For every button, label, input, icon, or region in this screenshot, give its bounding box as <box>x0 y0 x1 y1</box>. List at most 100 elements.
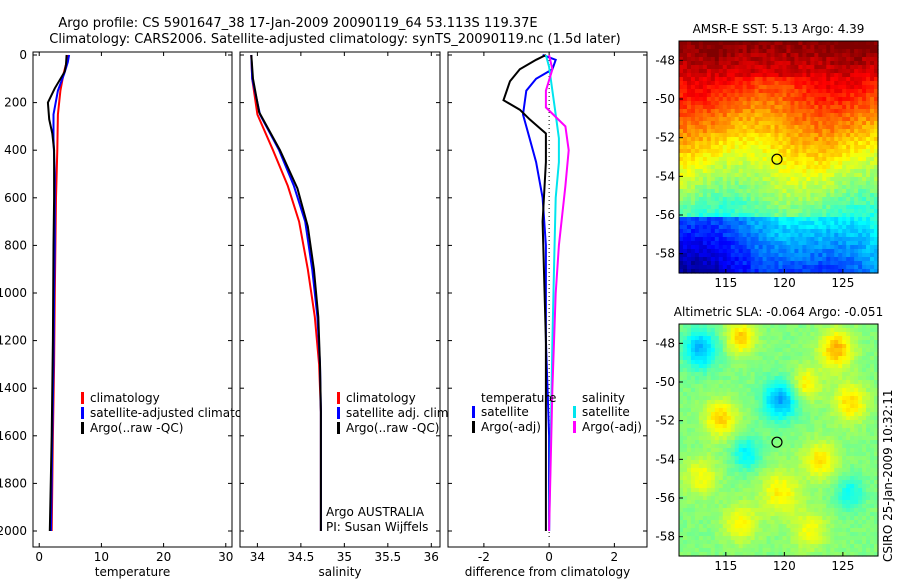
map-cell <box>822 420 827 425</box>
map-cell <box>738 452 744 457</box>
map-cell <box>866 245 871 250</box>
map-cell <box>818 169 823 174</box>
map-cell <box>718 344 724 349</box>
map-cell <box>714 388 720 393</box>
map-cell <box>694 472 700 477</box>
map-cell <box>682 400 688 405</box>
map-cell <box>786 364 792 369</box>
map-cell <box>758 328 764 333</box>
map-cell <box>838 452 843 457</box>
map-cell <box>762 61 768 66</box>
map-cell <box>758 205 764 210</box>
map-cell <box>730 221 736 226</box>
map-cell <box>842 328 847 333</box>
map-cell <box>778 348 784 353</box>
map-cell <box>706 229 712 234</box>
y-tick-label: -48 <box>655 53 675 67</box>
map-cell <box>730 97 736 102</box>
map-cell <box>750 145 756 150</box>
map-cell <box>679 440 684 445</box>
map-cell <box>774 89 780 94</box>
map-cell <box>722 229 728 234</box>
map-cell <box>850 388 855 393</box>
map-cell <box>738 201 744 206</box>
map-cell <box>870 448 875 453</box>
map-cell <box>874 217 879 222</box>
map-cell <box>850 41 855 46</box>
map-cell <box>814 456 819 461</box>
map-cell <box>862 468 867 473</box>
map-cell <box>682 213 688 218</box>
map-cell <box>850 364 855 369</box>
map-cell <box>826 141 831 146</box>
map-cell <box>766 241 772 246</box>
map-cell <box>686 412 692 417</box>
map-cell <box>830 185 835 190</box>
map-cell <box>782 241 788 246</box>
map-cell <box>794 396 799 401</box>
map-cell <box>846 356 851 361</box>
map-cell <box>870 113 875 118</box>
map-cell <box>718 153 724 158</box>
map-cell <box>858 105 863 110</box>
map-cell <box>850 161 855 166</box>
map-cell <box>786 225 792 230</box>
map-cell <box>850 173 855 178</box>
map-cell <box>714 241 720 246</box>
map-cell <box>758 173 764 178</box>
map-cell <box>762 169 768 174</box>
map-cell <box>706 209 712 214</box>
map-cell <box>834 169 839 174</box>
map-cell <box>822 444 827 449</box>
map-cell <box>870 424 875 429</box>
map-cell <box>750 73 756 78</box>
map-cell <box>710 352 716 357</box>
map-cell <box>714 332 720 337</box>
map-cell <box>858 380 863 385</box>
map-cell <box>690 253 696 258</box>
map-cell <box>782 193 788 198</box>
map-cell <box>714 85 720 90</box>
map-cell <box>679 472 684 477</box>
map-cell <box>854 388 859 393</box>
map-cell <box>758 428 764 433</box>
map-cell <box>862 85 867 90</box>
map-cell <box>782 73 788 78</box>
map-cell <box>679 464 684 469</box>
map-cell <box>714 57 720 62</box>
map-cell <box>802 125 807 130</box>
map-cell <box>698 217 704 222</box>
map-cell <box>854 396 859 401</box>
map-cell <box>679 245 684 250</box>
map-cell <box>686 165 692 170</box>
map-cell <box>834 61 839 66</box>
map-cell <box>782 197 788 202</box>
map-cell <box>842 432 847 437</box>
map-cell <box>786 249 792 254</box>
map-cell <box>750 89 756 94</box>
map-cell <box>742 392 748 397</box>
map-cell <box>738 456 744 461</box>
map-cell <box>746 388 752 393</box>
map-cell <box>794 404 799 409</box>
map-cell <box>750 213 756 218</box>
map-cell <box>679 73 684 78</box>
map-cell <box>686 408 692 413</box>
map-cell <box>742 340 748 345</box>
map-cell <box>802 380 807 385</box>
map-cell <box>774 448 780 453</box>
map-cell <box>750 460 756 465</box>
map-cell <box>758 368 764 373</box>
map-cell <box>758 249 764 254</box>
map-cell <box>834 177 839 182</box>
map-cell <box>822 245 827 250</box>
map-cell <box>810 145 815 150</box>
map-cell <box>750 173 756 178</box>
map-cell <box>810 85 815 90</box>
map-cell <box>766 384 772 389</box>
map-cell <box>818 368 823 373</box>
map-cell <box>770 157 776 162</box>
map-cell <box>810 113 815 118</box>
map-cell <box>726 468 732 473</box>
map-cell <box>782 125 788 130</box>
